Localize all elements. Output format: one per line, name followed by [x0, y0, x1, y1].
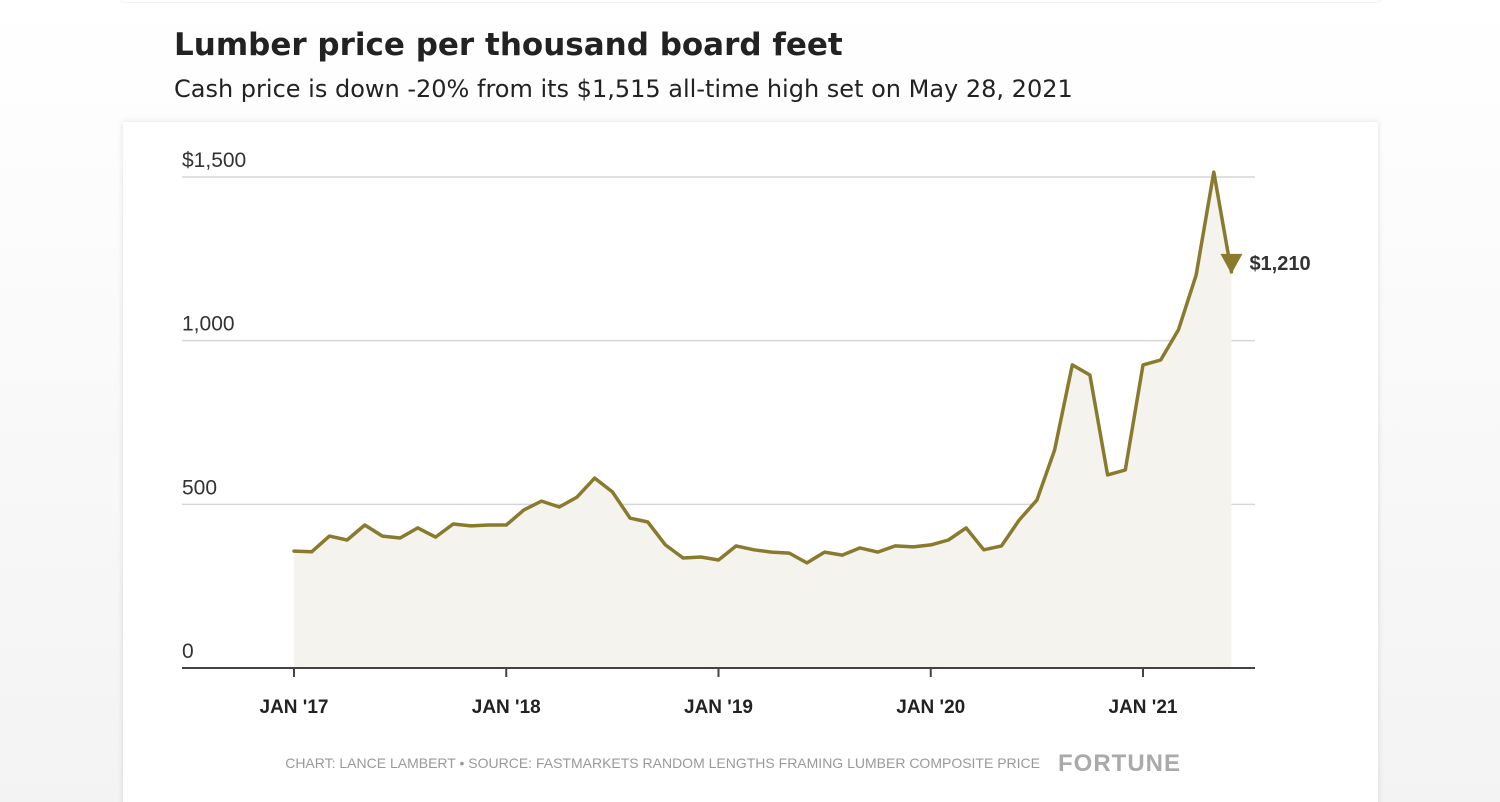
brand: FORTUNE	[1058, 750, 1181, 777]
top-card	[123, 0, 1378, 2]
area	[294, 172, 1232, 668]
x-tick-label: JAN '20	[896, 697, 965, 718]
line	[292, 170, 1234, 565]
annotation-arrow	[1220, 253, 1243, 274]
y-tick-label: 500	[182, 476, 217, 499]
annotation-label: $1,210	[1249, 253, 1310, 275]
chart-subtitle: Cash price is down -20% from its $1,515 …	[174, 75, 1073, 103]
y-tick-label: 0	[182, 640, 194, 663]
source: CHART: LANCE LAMBERT • SOURCE: FASTMARKE…	[285, 755, 1040, 771]
x-tick-label: JAN '21	[1109, 697, 1178, 718]
x-tick-label: JAN '17	[260, 697, 329, 718]
y-tick-label: 1,000	[182, 313, 235, 336]
y-tick-label: $1,500	[182, 149, 246, 172]
x-tick-label: JAN '18	[472, 697, 541, 718]
chart-title: Lumber price per thousand board feet	[174, 27, 843, 63]
x-tick-label: JAN '19	[684, 697, 753, 718]
